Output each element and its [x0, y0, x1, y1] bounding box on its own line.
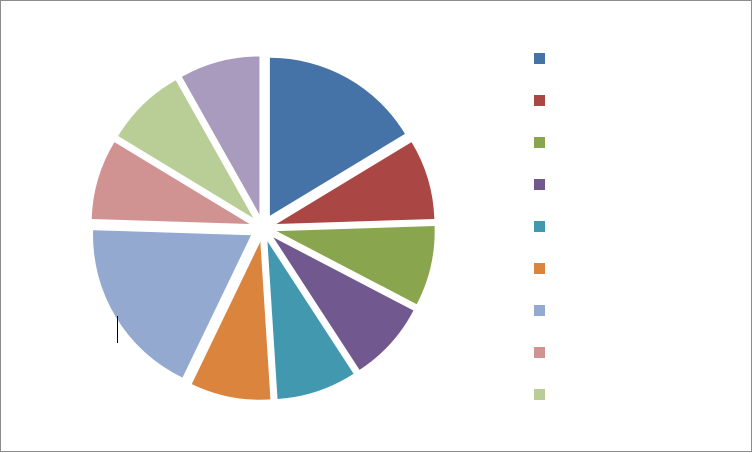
pie-slice-7 — [93, 230, 252, 378]
pie-slice-10 — [181, 56, 260, 215]
pie-slice-1 — [269, 57, 405, 216]
legend-swatch — [534, 179, 545, 190]
pie-slice-3 — [276, 226, 435, 305]
pie-slice-8 — [91, 142, 250, 225]
legend-swatch — [534, 53, 545, 64]
legend-swatch — [534, 263, 545, 274]
pie-slice-9 — [118, 80, 254, 218]
legend-swatch — [534, 221, 545, 232]
legend-swatch — [534, 389, 545, 400]
pie-slice-6 — [191, 241, 271, 400]
pie-slice-4 — [273, 237, 414, 370]
pie-slice-2 — [276, 142, 435, 225]
legend-swatch — [534, 347, 545, 358]
legend-swatch — [534, 95, 545, 106]
text-cursor — [117, 316, 118, 343]
legend-swatch — [534, 137, 545, 148]
pie-slice-5 — [267, 241, 354, 399]
legend-swatch — [534, 305, 545, 316]
